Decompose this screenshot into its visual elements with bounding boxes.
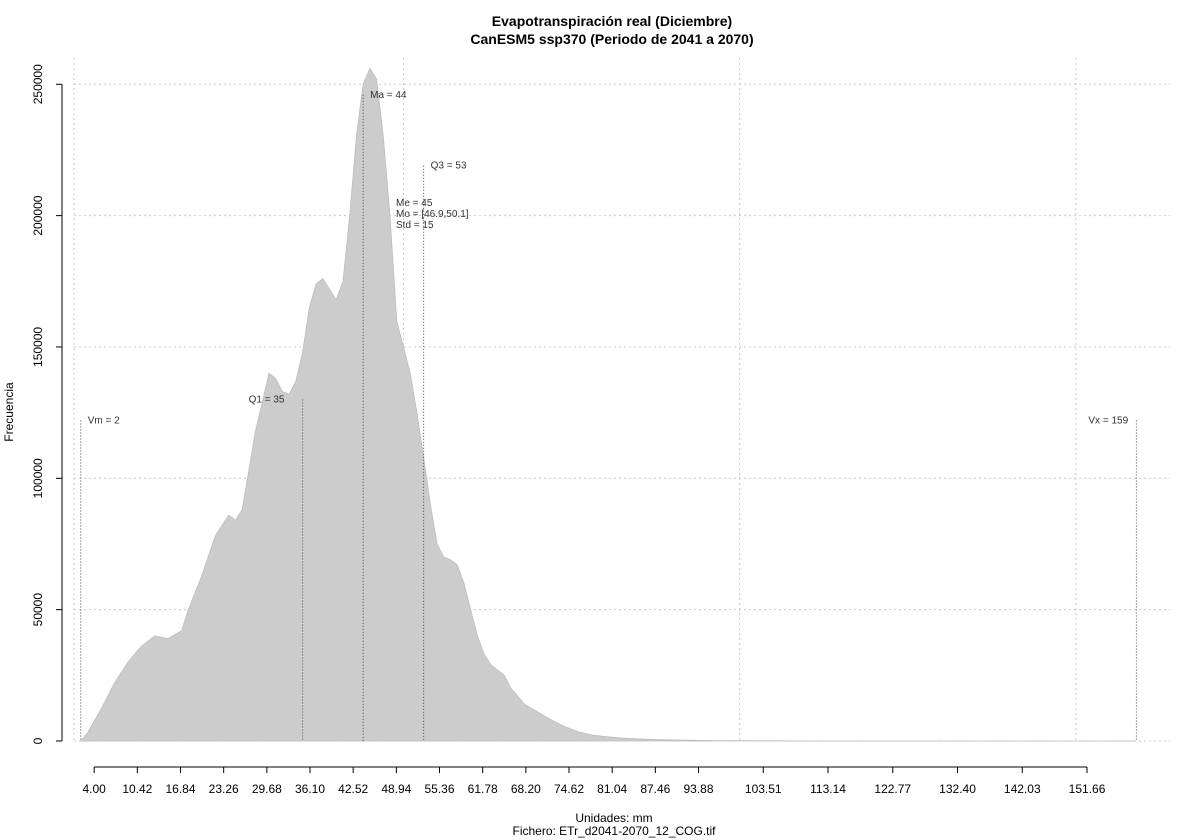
x-tick-label: 61.78 [468, 782, 498, 796]
x-tick-label: 10.42 [122, 782, 152, 796]
stats-line: Me = 45 [396, 198, 433, 209]
x-tick-label: 29.68 [252, 782, 282, 796]
x-tick-label: 151.66 [1069, 782, 1106, 796]
annotation-label: Q1 = 35 [249, 395, 285, 406]
y-tick-label: 50000 [31, 593, 45, 627]
footer-filename: Fichero: ETr_d2041-2070_12_COG.tif [513, 824, 717, 838]
x-tick-label: 55.36 [424, 782, 454, 796]
x-tick-label: 132.40 [939, 782, 976, 796]
annotation-label: Vm = 2 [88, 416, 120, 427]
x-tick-label: 74.62 [554, 782, 584, 796]
frequency-area [79, 67, 1137, 742]
x-tick-label: 93.88 [684, 782, 714, 796]
y-tick-label: 250000 [31, 64, 45, 104]
x-tick-label: 103.51 [745, 782, 782, 796]
reference-lines: Vm = 2 Q1 = 35 Ma = 44 Q3 = 53 Vx = 159 [80, 90, 1137, 741]
y-tick-label: 200000 [31, 195, 45, 235]
annotation-label: Vx = 159 [1088, 416, 1128, 427]
x-tick-label: 36.10 [295, 782, 325, 796]
stats-line: Mo = [46.9,50.1] [396, 209, 469, 220]
y-tick-label: 0 [31, 737, 45, 744]
x-tick-label: 81.04 [597, 782, 627, 796]
y-tick-label: 100000 [31, 458, 45, 498]
stats-line: Std = 15 [396, 220, 434, 231]
x-axis: 4.00 10.42 16.84 23.26 29.68 36.10 42.52 48.94 5… [82, 766, 1106, 796]
chart-subtitle: CanESM5 ssp370 (Periodo de 2041 a 2070) [470, 31, 753, 47]
x-tick-label: 42.52 [338, 782, 368, 796]
x-tick-label: 142.03 [1004, 782, 1041, 796]
x-axis-label: Unidades: mm [575, 811, 652, 825]
x-tick-label: 68.20 [511, 782, 541, 796]
y-tick-label: 150000 [31, 327, 45, 367]
x-tick-label: 16.84 [165, 782, 195, 796]
x-tick-label: 23.26 [209, 782, 239, 796]
x-tick-label: 87.46 [640, 782, 670, 796]
annotation-label: Ma = 44 [370, 90, 407, 101]
x-tick-label: 122.77 [874, 782, 911, 796]
x-tick-label: 113.14 [810, 782, 846, 796]
x-tick-label: 48.94 [381, 782, 411, 796]
chart-title: Evapotranspiración real (Diciembre) [492, 13, 732, 29]
x-tick-label: 4.00 [82, 782, 106, 796]
y-axis: 0 50000 100000 150000 200000 250000 [31, 64, 63, 744]
y-axis-label: Frecuencia [2, 382, 16, 442]
annotation-label: Q3 = 53 [431, 161, 467, 172]
